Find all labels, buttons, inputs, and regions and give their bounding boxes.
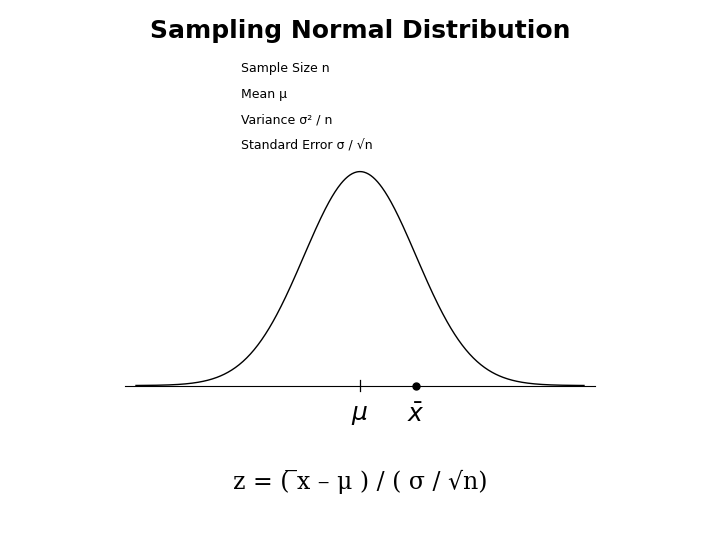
Text: Standard Error σ / √n: Standard Error σ / √n [241, 140, 373, 153]
Text: Mean μ: Mean μ [241, 88, 287, 101]
Text: Variance σ² / n: Variance σ² / n [241, 114, 333, 127]
Text: Sampling Normal Distribution: Sampling Normal Distribution [150, 19, 570, 43]
Text: Sample Size n: Sample Size n [241, 62, 330, 75]
Text: z = ( ̅x – μ ) / ( σ / √n): z = ( ̅x – μ ) / ( σ / √n) [233, 470, 487, 494]
Text: $\bar{x}$: $\bar{x}$ [408, 404, 425, 427]
Text: $\mu$: $\mu$ [351, 404, 369, 427]
